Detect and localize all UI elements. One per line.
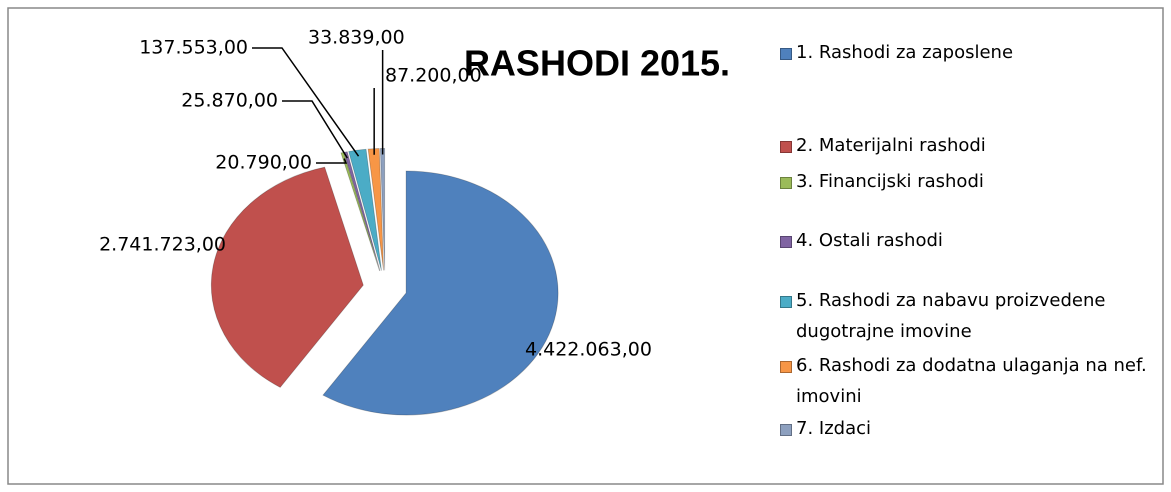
- legend-label: 5. Rashodi za nabavu proizvedene dugotra…: [796, 290, 1106, 342]
- legend-swatch: [780, 141, 792, 153]
- chart-title: RASHODI 2015.: [464, 43, 730, 84]
- legend-swatch: [780, 236, 792, 248]
- data-label: 137.553,00: [139, 37, 248, 59]
- legend-label: 7. Izdaci: [796, 418, 872, 439]
- leader-line: [316, 158, 348, 164]
- chart-frame: [7, 7, 1164, 485]
- pie-slice: [322, 170, 559, 416]
- data-label: 4.422.063,00: [525, 339, 652, 361]
- legend-item: 4. Ostali rashodi: [778, 225, 1163, 256]
- legend-swatch: [780, 177, 792, 189]
- data-label: 2.741.723,00: [99, 234, 226, 256]
- data-label: 87.200,00: [385, 65, 482, 87]
- legend-item: 3. Financijski rashodi: [778, 166, 1163, 197]
- legend-label: 4. Ostali rashodi: [796, 230, 943, 251]
- legend-swatch: [780, 48, 792, 60]
- legend-item: 1. Rashodi za zaposlene: [778, 37, 1163, 68]
- leader-line: [282, 100, 348, 159]
- legend-swatch: [780, 424, 792, 436]
- legend-label: 6. Rashodi za dodatna ulaganja na nef. i…: [796, 355, 1147, 407]
- data-label: 25.870,00: [181, 90, 278, 112]
- pie-slice: [210, 166, 364, 388]
- legend-item: 6. Rashodi za dodatna ulaganja na nef. i…: [778, 350, 1163, 412]
- legend-item: 7. Izdaci: [778, 413, 1163, 444]
- legend-label: 3. Financijski rashodi: [796, 171, 984, 192]
- leader-line: [252, 47, 360, 157]
- legend-item: 5. Rashodi za nabavu proizvedene dugotra…: [778, 285, 1163, 347]
- data-label: 20.790,00: [215, 152, 312, 174]
- legend-item: 2. Materijalni rashodi: [778, 130, 1163, 161]
- legend-swatch: [780, 296, 792, 308]
- legend-label: 1. Rashodi za zaposlene: [796, 42, 1014, 63]
- data-label: 33.839,00: [308, 27, 405, 49]
- legend-swatch: [780, 361, 792, 373]
- pie-slice: [348, 148, 382, 271]
- legend-label: 2. Materijalni rashodi: [796, 135, 986, 156]
